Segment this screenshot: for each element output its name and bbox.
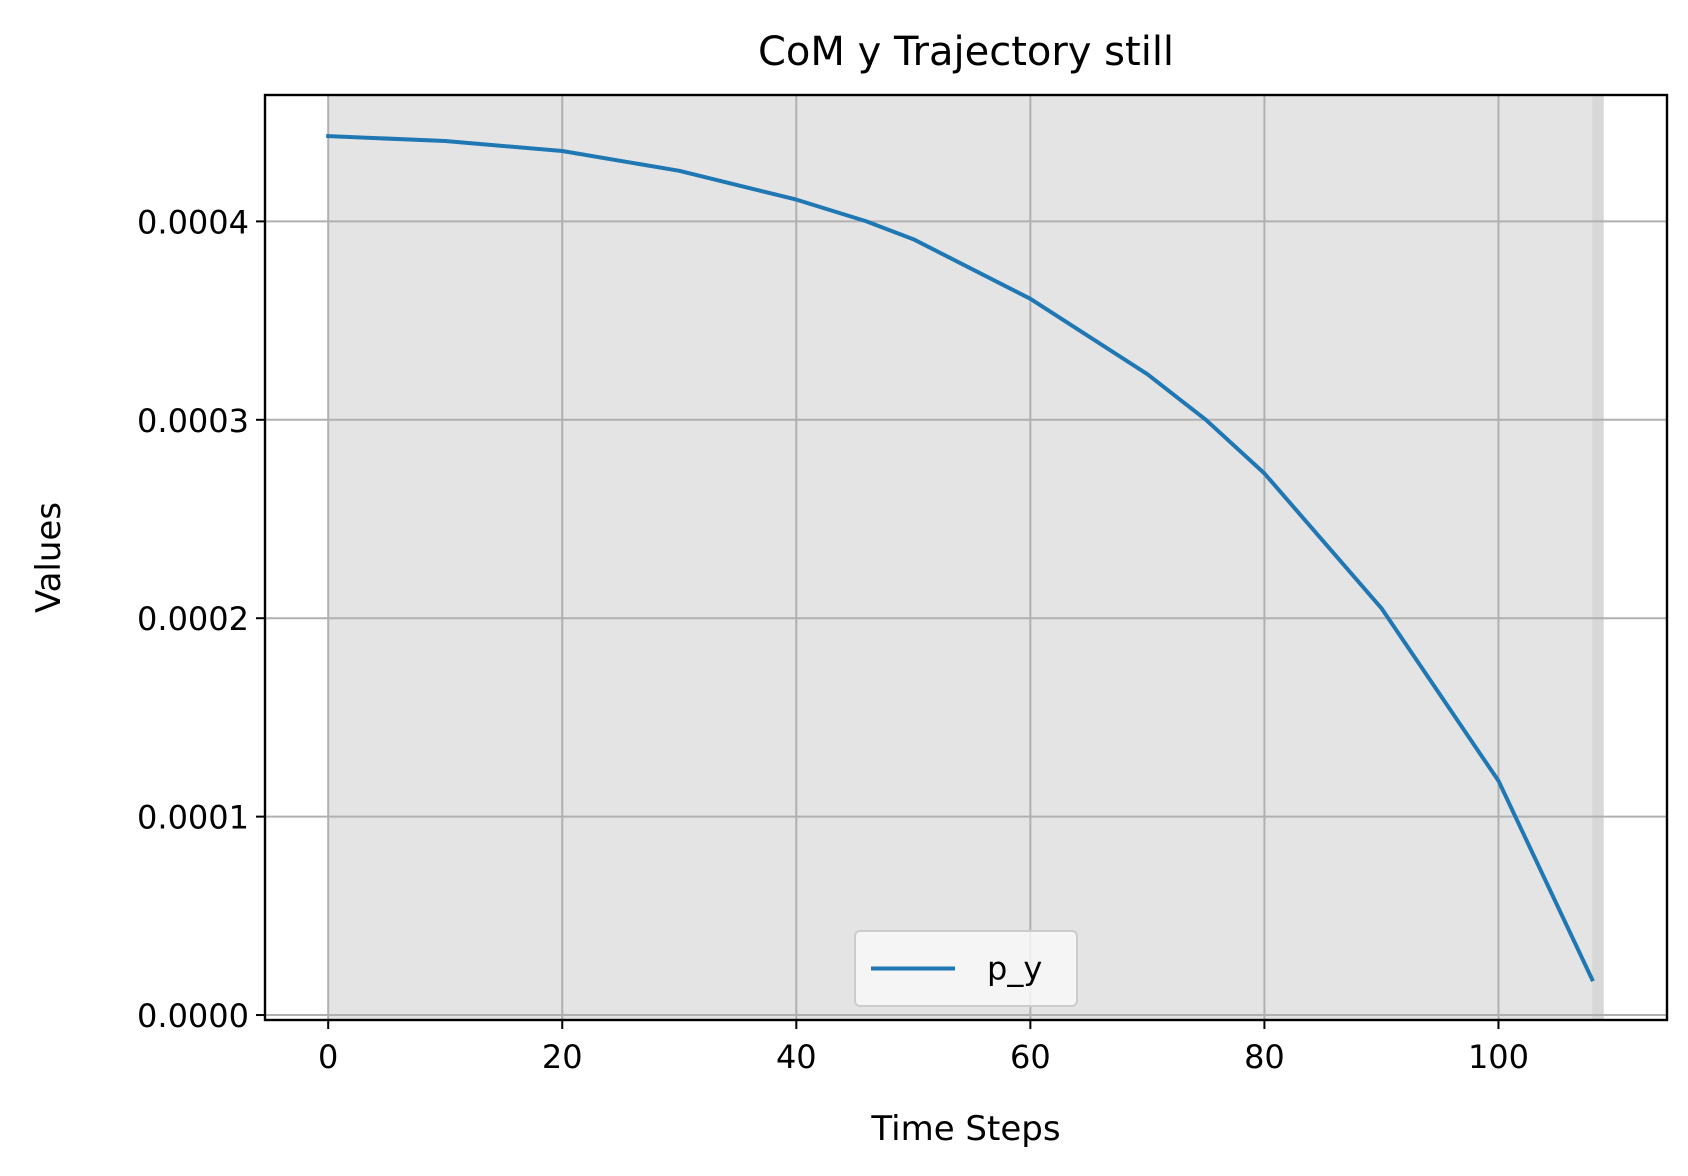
legend-label-p_y: p_y xyxy=(987,950,1042,988)
x-tick-label-40: 40 xyxy=(776,1038,817,1076)
x-tick-label-80: 80 xyxy=(1244,1038,1285,1076)
legend: p_y xyxy=(854,930,1078,1007)
series-lines xyxy=(326,134,1595,982)
chart-title: CoM y Trajectory still xyxy=(758,29,1174,75)
y-tick-label-0: 0.0000 xyxy=(137,997,249,1035)
y-tick-label-1: 0.0001 xyxy=(137,799,249,837)
x-tick-label-0: 0 xyxy=(318,1038,338,1076)
grid-lines xyxy=(265,95,1667,1020)
y-tick-label-2: 0.0002 xyxy=(137,600,249,638)
y-tick-label-3: 0.0003 xyxy=(137,402,249,440)
y-axis-label: Values xyxy=(29,502,69,613)
axis-ticks: 0 20 40 60 80 100 0.0000 0.0001 0.0002 0.0003 0.00… xyxy=(137,203,1529,1076)
legend-box xyxy=(854,930,1078,1007)
x-tick-label-60: 60 xyxy=(1010,1038,1051,1076)
shaded-region-1 xyxy=(1592,95,1604,1020)
shaded-regions xyxy=(328,95,1604,1020)
x-tick-label-100: 100 xyxy=(1468,1038,1529,1076)
plot-area-frame xyxy=(263,93,1669,1022)
series-line-p_y xyxy=(326,134,1595,982)
x-axis-label: Time Steps xyxy=(870,1109,1060,1149)
x-tick-label-20: 20 xyxy=(542,1038,583,1076)
y-tick-label-4: 0.0004 xyxy=(137,203,249,241)
shaded-region-0 xyxy=(328,95,1593,1020)
